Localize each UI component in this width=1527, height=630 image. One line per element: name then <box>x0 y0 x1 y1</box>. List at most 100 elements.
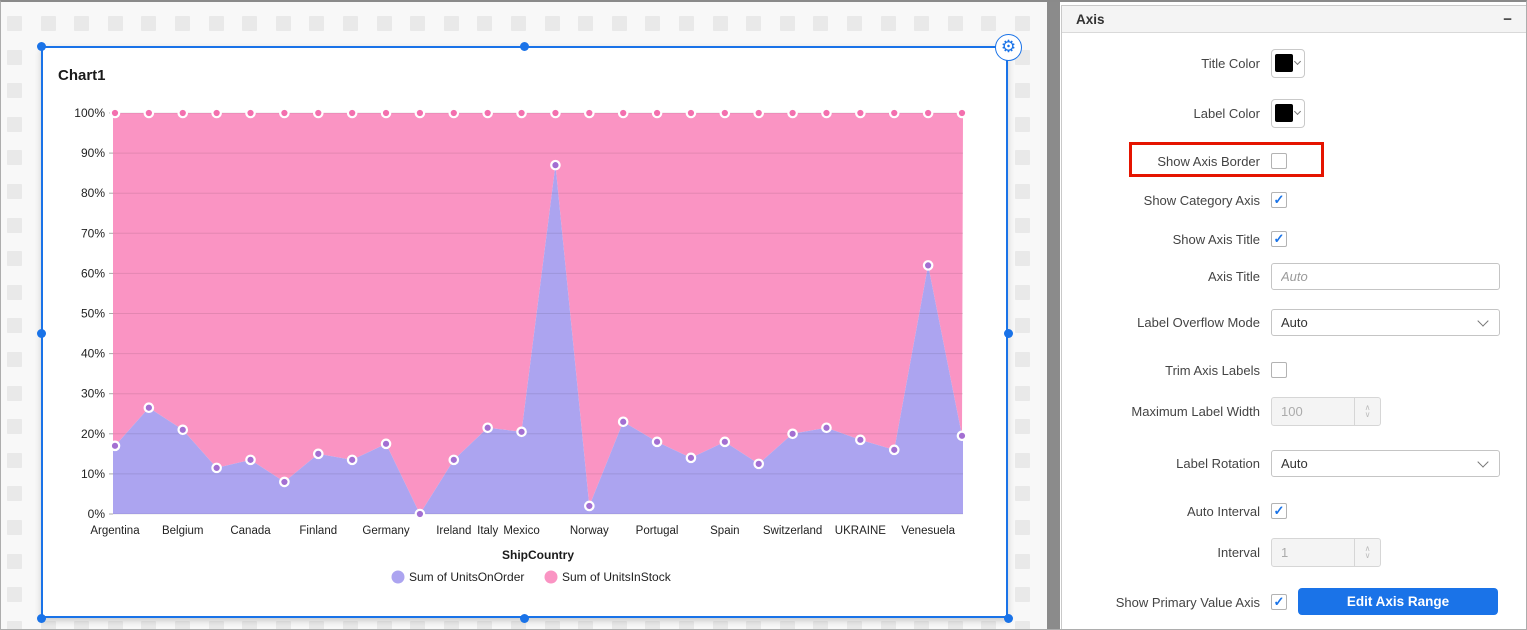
svg-text:Sum of UnitsInStock: Sum of UnitsInStock <box>562 570 672 584</box>
label-overflow-mode-label: Label Overflow Mode <box>1137 314 1260 330</box>
svg-text:Sum of UnitsOnOrder: Sum of UnitsOnOrder <box>409 570 524 584</box>
label-overflow-mode-select[interactable]: Auto <box>1271 308 1500 336</box>
chevron-down-icon <box>1477 314 1489 327</box>
svg-text:Germany: Germany <box>362 525 410 537</box>
svg-text:0%: 0% <box>88 507 106 521</box>
label-rotation-label: Label Rotation <box>1176 455 1260 471</box>
label-color-picker[interactable] <box>1271 98 1305 128</box>
svg-text:Venesuela: Venesuela <box>901 525 955 537</box>
svg-text:Argentina: Argentina <box>90 525 140 537</box>
svg-text:Spain: Spain <box>710 525 739 537</box>
svg-text:80%: 80% <box>81 186 105 200</box>
show-category-axis-checkbox[interactable]: ✓ <box>1271 192 1287 208</box>
row-show-axis-title: Show Axis Title ✓ <box>1062 225 1526 253</box>
row-label-overflow-mode: Label Overflow Mode Auto <box>1062 308 1526 336</box>
svg-text:60%: 60% <box>81 266 105 280</box>
svg-text:40%: 40% <box>81 347 105 361</box>
chart-plot: Chart1 0% 10% 20% 30% 40% 50% 60% 70% 80% 90% 100% A… <box>43 48 1006 621</box>
selected-value: Auto <box>1281 455 1308 471</box>
edit-axis-range-button[interactable]: Edit Axis Range <box>1298 588 1498 615</box>
label-rotation-select[interactable]: Auto <box>1271 449 1500 477</box>
svg-text:Finland: Finland <box>299 525 337 537</box>
maximum-label-width-stepper: ∧∨ <box>1271 396 1381 426</box>
title-color-label: Title Color <box>1201 55 1260 71</box>
svg-text:Norway: Norway <box>570 525 609 537</box>
panel-title: Axis <box>1076 11 1105 27</box>
title-color-picker[interactable] <box>1271 48 1305 78</box>
chart-widget[interactable]: Chart1 0% 10% 20% 30% 40% 50% 60% 70% 80% 90% 100% A… <box>41 46 1008 618</box>
designer-canvas[interactable]: ⚙ Chart1 0% 10% 20% 30% 40% 50% 60% 70% 80% 90% 100… <box>1 2 1047 629</box>
svg-text:Portugal: Portugal <box>636 525 679 537</box>
row-show-axis-border: Show Axis Border <box>1062 147 1526 175</box>
widget-settings-gear-icon[interactable]: ⚙ <box>995 34 1022 61</box>
spinner-buttons[interactable]: ∧ ∨ <box>1354 397 1380 425</box>
area-units-in-stock <box>113 113 963 514</box>
chevron-down-icon <box>1293 57 1302 66</box>
svg-text:100%: 100% <box>74 106 105 120</box>
color-swatch <box>1275 54 1293 72</box>
auto-interval-checkbox[interactable]: ✓ <box>1271 503 1287 519</box>
maximum-label-width-input[interactable] <box>1272 397 1354 425</box>
row-trim-axis-labels: Trim Axis Labels <box>1062 356 1526 384</box>
chart-title: Chart1 <box>58 67 106 84</box>
auto-interval-label: Auto Interval <box>1187 503 1260 519</box>
interval-label: Interval <box>1217 544 1260 560</box>
svg-text:90%: 90% <box>81 146 105 160</box>
show-axis-title-label: Show Axis Title <box>1172 231 1260 247</box>
show-primary-value-axis-label: Show Primary Value Axis <box>1115 594 1260 610</box>
svg-text:UKRAINE: UKRAINE <box>835 525 886 537</box>
row-interval: Interval ∧∨ <box>1062 537 1526 567</box>
resize-handle-bottom-right[interactable] <box>1004 614 1013 623</box>
row-show-category-axis: Show Category Axis ✓ <box>1062 186 1526 214</box>
row-show-primary-value-axis: Show Primary Value Axis ✓ <box>1062 588 1526 616</box>
resize-handle-right-center[interactable] <box>1004 329 1013 338</box>
show-axis-title-checkbox[interactable]: ✓ <box>1271 231 1287 247</box>
svg-text:Belgium: Belgium <box>162 525 204 537</box>
svg-text:Switzerland: Switzerland <box>763 525 822 537</box>
maximum-label-width-label: Maximum Label Width <box>1131 403 1260 419</box>
svg-text:20%: 20% <box>81 427 105 441</box>
svg-text:70%: 70% <box>81 226 105 240</box>
row-label-color: Label Color <box>1062 98 1526 128</box>
svg-text:Canada: Canada <box>230 525 271 537</box>
row-maximum-label-width: Maximum Label Width ∧∨ <box>1062 396 1526 426</box>
axis-title-label: Axis Title <box>1207 268 1260 284</box>
interval-input[interactable] <box>1272 538 1354 566</box>
axis-title-input[interactable] <box>1271 262 1500 290</box>
collapse-icon[interactable]: − <box>1503 10 1512 28</box>
resize-handle-bottom-left[interactable] <box>37 614 46 623</box>
resize-handle-top-center[interactable] <box>520 42 529 51</box>
svg-text:10%: 10% <box>81 467 105 481</box>
panel-header: Axis − <box>1062 6 1526 33</box>
svg-text:30%: 30% <box>81 387 105 401</box>
selected-value: Auto <box>1281 314 1308 330</box>
show-category-axis-label: Show Category Axis <box>1143 192 1260 208</box>
x-axis-title: ShipCountry <box>502 548 574 562</box>
resize-handle-left-center[interactable] <box>37 329 46 338</box>
row-title-color: Title Color <box>1062 48 1526 78</box>
show-axis-border-checkbox[interactable] <box>1271 153 1287 169</box>
resize-handle-top-left[interactable] <box>37 42 46 51</box>
row-axis-title: Axis Title <box>1062 262 1526 290</box>
vertical-splitter[interactable] <box>1047 2 1060 629</box>
svg-text:50%: 50% <box>81 307 105 321</box>
row-auto-interval: Auto Interval ✓ <box>1062 497 1526 525</box>
show-axis-border-label: Show Axis Border <box>1157 153 1260 169</box>
interval-stepper: ∧∨ <box>1271 537 1381 567</box>
spinner-buttons[interactable]: ∧ ∨ <box>1354 538 1380 566</box>
axis-properties-panel: Axis − Title Color Label Color Show <box>1061 5 1526 629</box>
svg-text:Italy: Italy <box>477 525 498 537</box>
resize-handle-bottom-center[interactable] <box>520 614 529 623</box>
row-label-rotation: Label Rotation Auto <box>1062 449 1526 477</box>
color-swatch <box>1275 104 1293 122</box>
svg-text:Mexico: Mexico <box>503 525 539 537</box>
trim-axis-labels-checkbox[interactable] <box>1271 362 1287 378</box>
chevron-down-icon <box>1293 107 1302 116</box>
svg-text:Ireland: Ireland <box>436 525 471 537</box>
chevron-down-icon <box>1477 455 1489 468</box>
label-color-label: Label Color <box>1193 105 1261 121</box>
area-units-on-order <box>113 165 963 514</box>
trim-axis-labels-label: Trim Axis Labels <box>1165 362 1260 378</box>
show-primary-value-axis-checkbox[interactable]: ✓ <box>1271 594 1287 610</box>
